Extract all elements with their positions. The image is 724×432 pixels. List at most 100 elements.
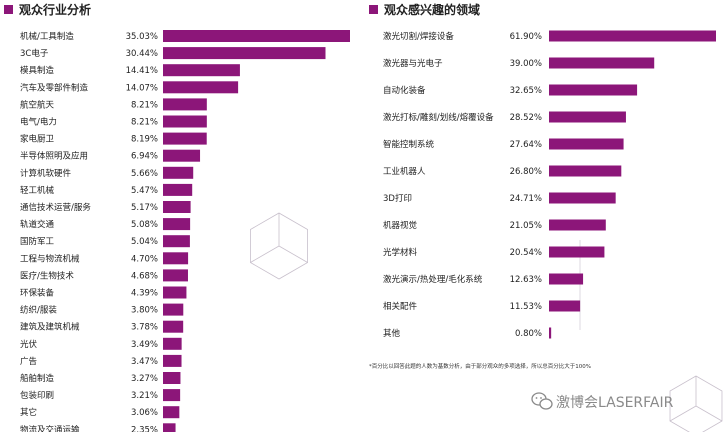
bar xyxy=(549,327,552,339)
category-label: 汽车及零部件制造 xyxy=(20,82,89,93)
data-label: 3.06% xyxy=(131,408,158,418)
bar xyxy=(549,273,584,285)
right-chart: 观众感兴趣的领域 激光切割/焊接设备 61.90% 激光器与光电子 39.00% 自动化… xyxy=(369,2,716,370)
bar xyxy=(549,138,624,150)
category-label: 纺织/服装 xyxy=(20,305,57,316)
data-label: 8.19% xyxy=(131,135,158,145)
bar xyxy=(163,149,201,162)
watermark: 激博会LASERFAIR xyxy=(531,392,674,411)
category-label: 其他 xyxy=(383,328,401,339)
data-label: 5.08% xyxy=(131,220,158,230)
data-label: 5.66% xyxy=(131,169,158,179)
data-label: 4.39% xyxy=(131,289,158,299)
bar xyxy=(163,115,207,128)
right-chart-footnote: *百分比以回答此题的人数为基数分析，由于部分观众的多项选择，所以总百分比大于10… xyxy=(369,362,591,370)
bar xyxy=(163,372,181,384)
bar xyxy=(549,192,616,204)
decoration-hexagon-graphics xyxy=(250,212,723,432)
bar xyxy=(163,406,180,419)
bar xyxy=(163,98,207,111)
bar xyxy=(163,235,190,248)
category-label: 3C电子 xyxy=(20,48,49,59)
data-label: 5.17% xyxy=(131,203,158,213)
left-chart: 观众行业分析 机械/工具制造 35.03% 3C电子 30.44% 模具制造 14.41%… xyxy=(4,2,350,432)
category-label: 3D打印 xyxy=(383,193,412,204)
bar xyxy=(163,183,193,196)
category-label: 光学材料 xyxy=(383,247,418,258)
bar xyxy=(163,252,189,265)
data-label: 61.90% xyxy=(510,32,542,42)
bar xyxy=(549,300,581,312)
data-label: 27.64% xyxy=(510,140,542,150)
category-label: 相关配件 xyxy=(383,301,418,312)
category-label: 环保装备 xyxy=(20,288,55,299)
category-label: 包装印刷 xyxy=(20,390,54,401)
data-label: 39.00% xyxy=(510,59,542,69)
bar xyxy=(549,165,622,177)
data-label: 0.80% xyxy=(515,329,542,339)
data-label: 3.78% xyxy=(131,323,158,333)
category-label: 建筑及建筑机械 xyxy=(20,322,80,333)
data-label: 12.63% xyxy=(510,275,542,285)
bar xyxy=(163,218,191,231)
data-label: 3.21% xyxy=(131,391,158,401)
data-label: 26.80% xyxy=(510,167,542,177)
category-label: 光伏 xyxy=(20,339,38,350)
left-chart-title: 观众行业分析 xyxy=(19,2,91,17)
bar xyxy=(163,64,240,77)
category-label: 激光打标/雕刻/划线/熔覆设备 xyxy=(383,112,494,123)
category-label: 激光器与光电子 xyxy=(383,58,443,69)
right-chart-title: 观众感兴趣的领域 xyxy=(384,2,480,17)
category-label: 通信技术运营/服务 xyxy=(20,202,91,213)
data-label: 11.53% xyxy=(510,302,542,312)
bar xyxy=(163,320,184,333)
category-label: 其它 xyxy=(20,407,37,418)
data-label: 5.47% xyxy=(131,186,158,196)
bar xyxy=(549,84,638,96)
data-label: 21.05% xyxy=(510,221,542,231)
bar xyxy=(163,337,182,350)
category-label: 半导体照明及应用 xyxy=(20,151,88,162)
bar xyxy=(163,81,239,94)
bar xyxy=(163,354,182,367)
data-label: 20.54% xyxy=(510,248,542,258)
right-title-marker xyxy=(369,5,378,14)
category-label: 计算机软硬件 xyxy=(20,168,72,179)
bar xyxy=(163,269,188,282)
bar xyxy=(163,389,181,402)
bar xyxy=(163,303,184,316)
data-label: 14.41% xyxy=(126,66,158,76)
data-label: 3.80% xyxy=(131,306,158,316)
data-label: 6.94% xyxy=(131,152,158,162)
category-label: 智能控制系统 xyxy=(383,139,435,150)
bar xyxy=(549,57,655,69)
data-label: 35.03% xyxy=(126,32,158,42)
data-label: 14.07% xyxy=(126,83,158,93)
data-label: 8.21% xyxy=(131,100,158,110)
category-label: 电气/电力 xyxy=(20,117,57,128)
category-label: 国防军工 xyxy=(20,236,55,247)
data-label: 24.71% xyxy=(510,194,542,204)
wechat-icon xyxy=(531,392,553,410)
bar xyxy=(163,201,191,213)
category-label: 航空航天 xyxy=(20,99,55,110)
data-label: 4.68% xyxy=(131,271,158,281)
data-label: 5.04% xyxy=(131,237,158,247)
category-label: 机器视觉 xyxy=(383,220,418,231)
bar xyxy=(549,30,716,42)
category-label: 广告 xyxy=(20,356,37,367)
bar xyxy=(163,423,176,432)
data-label: 3.49% xyxy=(131,340,158,350)
category-label: 医疗/生物技术 xyxy=(20,270,74,281)
data-label: 3.27% xyxy=(131,374,158,384)
left-title-marker xyxy=(4,5,13,14)
category-label: 工业机器人 xyxy=(383,166,426,177)
category-label: 机械/工具制造 xyxy=(20,31,74,42)
data-label: 8.21% xyxy=(131,118,158,128)
category-label: 轨道交通 xyxy=(20,219,55,230)
data-label: 32.65% xyxy=(510,86,542,96)
category-label: 家电厨卫 xyxy=(20,134,55,145)
bar xyxy=(163,166,194,179)
data-label: 4.70% xyxy=(131,254,158,264)
data-label: 28.52% xyxy=(510,113,542,123)
